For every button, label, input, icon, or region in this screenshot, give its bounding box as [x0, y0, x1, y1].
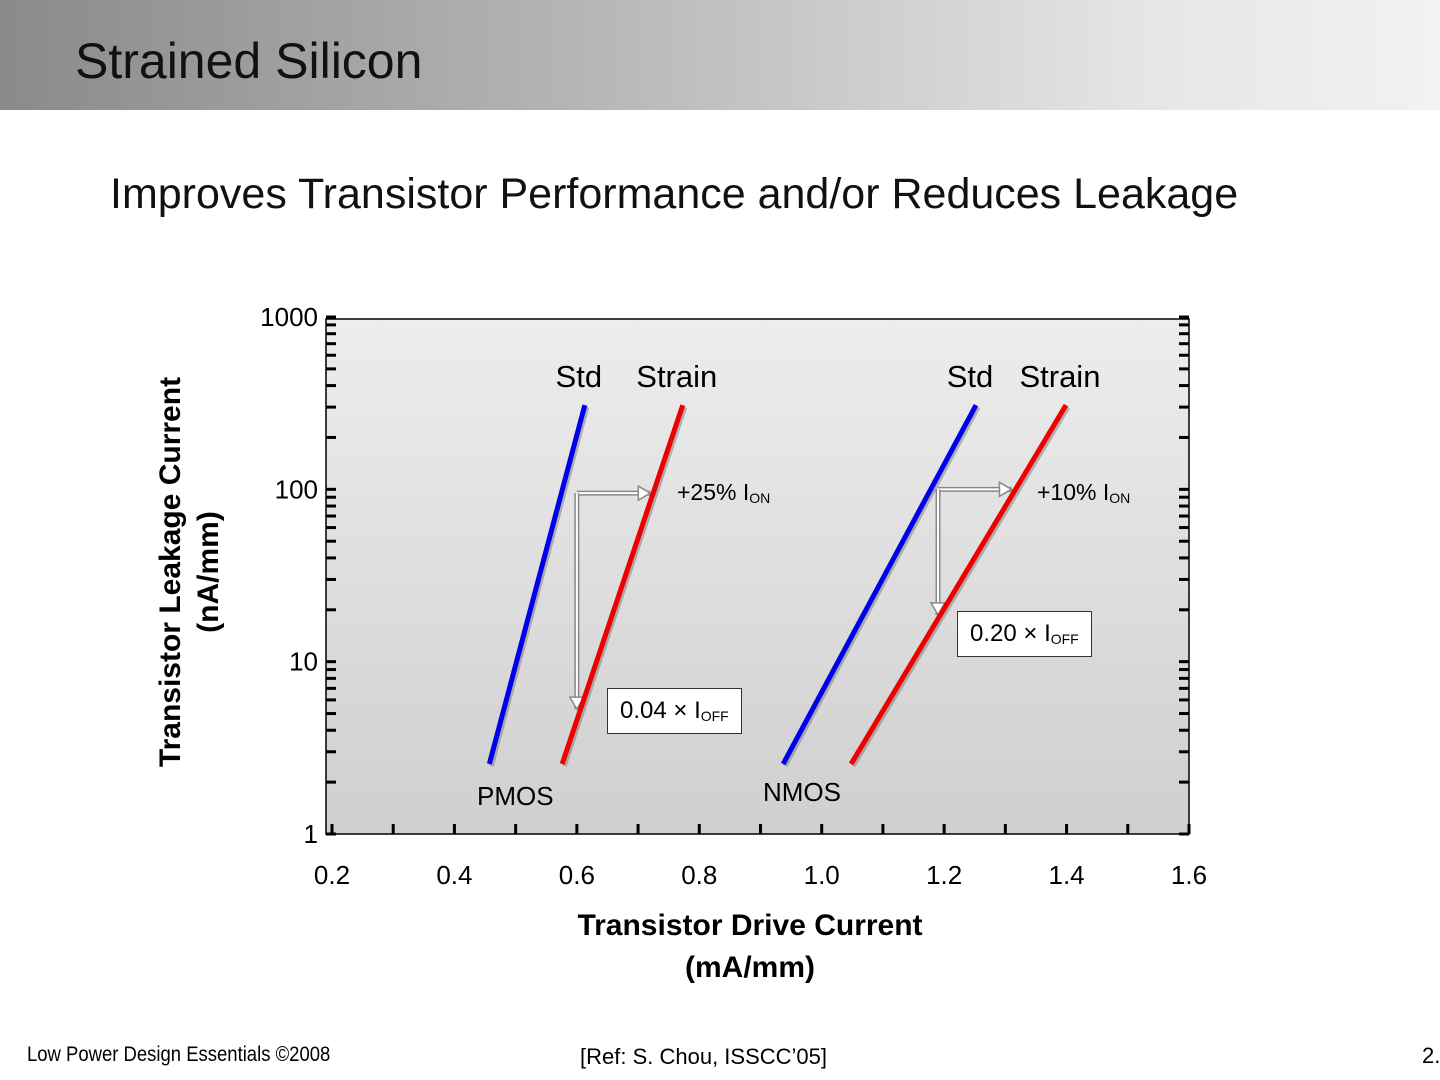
header-bar	[0, 0, 1440, 110]
y-tick-label: 1000	[260, 302, 318, 332]
series-line-nmos-strain	[848, 403, 1069, 766]
pmos-ion-annotation: +25% ION	[677, 479, 771, 506]
series-line-nmos-std	[780, 403, 979, 766]
plot-area	[325, 318, 1190, 835]
nmos-ion-annotation: +10% ION	[1037, 479, 1131, 506]
x-tick-label: 0.8	[681, 860, 717, 890]
slide-subtitle: Improves Transistor Performance and/or R…	[110, 170, 1239, 218]
series-line-shadow	[782, 405, 981, 768]
footer-left: Low Power Design Essentials ©2008	[27, 1043, 331, 1066]
series-line-pmos-std	[486, 404, 588, 765]
y-tick-label: 10	[289, 647, 318, 677]
series-label: Strain	[636, 359, 717, 394]
pmos-ioff-annotation: 0.04 × IOFF	[607, 688, 742, 734]
x-tick-label: 0.2	[314, 860, 350, 890]
y-tick-label: 100	[275, 474, 318, 504]
x-tick-label: 1.0	[804, 860, 840, 890]
x-tick-label: 1.4	[1048, 860, 1084, 890]
slide-title: Strained Silicon	[75, 33, 423, 89]
footer-reference: [Ref: S. Chou, ISSCC’05]	[580, 1044, 827, 1069]
series-label: Std	[556, 359, 603, 394]
x-tick-label: 1.2	[926, 860, 962, 890]
series-line-pmos-strain	[559, 404, 686, 765]
series-label: Std	[947, 359, 994, 394]
series-line-shadow	[561, 406, 688, 767]
x-tick-label: 1.6	[1171, 860, 1207, 890]
x-axis-title: Transistor Drive Current (mA/mm)	[577, 909, 923, 984]
series-label: Strain	[1019, 359, 1100, 394]
nmos-label: NMOS	[763, 777, 841, 807]
y-axis-title: Transistor Leakage Current (nA/mm)	[154, 376, 225, 768]
y-tick-label: 1	[304, 819, 318, 849]
pmos-label: PMOS	[477, 781, 554, 811]
series-line-shadow	[850, 405, 1071, 768]
page-number: 2.	[1422, 1043, 1440, 1068]
x-tick-label: 0.4	[436, 860, 472, 890]
nmos-ioff-annotation: 0.20 × IOFF	[957, 611, 1092, 657]
x-tick-label: 0.6	[559, 860, 595, 890]
arrow-head-icon	[637, 484, 652, 502]
arrow-head-icon	[998, 481, 1013, 498]
